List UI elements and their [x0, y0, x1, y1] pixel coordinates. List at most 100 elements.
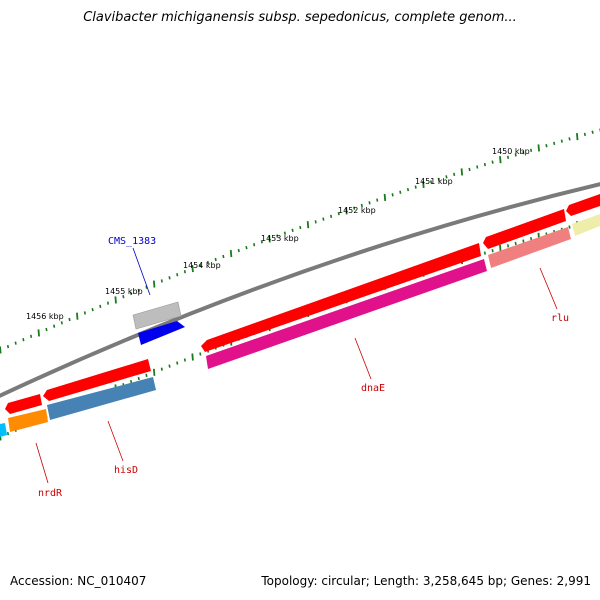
- outer-tick-21: [160, 279, 163, 283]
- outer-tick-22: [168, 276, 171, 280]
- outer-tick-20: [152, 280, 156, 288]
- outer-tick-67: [514, 153, 517, 157]
- feature-dnaE[interactable]: [206, 259, 487, 369]
- feature-blue[interactable]: [138, 321, 185, 345]
- outer-tick-51: [391, 193, 394, 197]
- tick-label-1453: 1453 kbp: [261, 234, 299, 243]
- outer-tick-13: [99, 304, 102, 309]
- outer-tick-74: [568, 137, 571, 141]
- outer-tick-19: [145, 285, 148, 289]
- outer-tick-72: [553, 141, 556, 146]
- outer-tick-58: [445, 175, 448, 179]
- inner-tick-1: [6, 431, 10, 436]
- inner-tick-18: [137, 376, 140, 381]
- feature-hisD-top[interactable]: [43, 359, 151, 401]
- feature-rlu[interactable]: [488, 227, 571, 268]
- outer-tick-37: [283, 231, 286, 235]
- accession-text: Accession: NC_010407: [10, 574, 147, 588]
- outer-tick-62: [476, 165, 479, 169]
- inner-tick-25: [191, 353, 194, 361]
- outer-tick-63: [483, 162, 486, 167]
- inner-tick-23: [176, 361, 179, 365]
- outer-tick-70: [537, 144, 540, 152]
- gene-label-nrdR[interactable]: nrdR: [38, 488, 63, 499]
- feature-yellow[interactable]: [572, 214, 600, 236]
- feature-nrdR[interactable]: [8, 409, 48, 432]
- outer-tick-9: [68, 317, 71, 322]
- outer-tick-64: [491, 160, 494, 164]
- gene-label-rlu[interactable]: rlu: [551, 313, 569, 324]
- outer-tick-52: [399, 190, 402, 194]
- outer-tick-56: [429, 180, 433, 184]
- gene-label-hisD[interactable]: hisD: [114, 465, 138, 476]
- tick-label-1455: 1455 kbp: [105, 287, 143, 296]
- outer-tick-48: [368, 201, 371, 205]
- outer-tick-54: [414, 185, 417, 189]
- feature-nrdR-top[interactable]: [5, 394, 42, 414]
- feature-rlu-top[interactable]: [483, 209, 566, 249]
- outer-tick-57: [437, 177, 440, 182]
- outer-tick-16: [122, 295, 125, 299]
- inner-tick-74: [568, 225, 571, 229]
- outer-tick-10: [76, 312, 79, 320]
- outer-tick-5: [37, 329, 40, 337]
- outer-tick-26: [199, 263, 202, 268]
- feature-pseudo-grey[interactable]: [132, 301, 182, 330]
- map-title: Clavibacter michiganensis subsp. sepedon…: [83, 10, 517, 25]
- inner-tick-65: [499, 244, 502, 252]
- gene-label-CMS_1383[interactable]: CMS_1383: [108, 236, 156, 247]
- outer-tick-33: [253, 243, 256, 247]
- outer-tick-71: [545, 144, 548, 148]
- outer-tick-12: [91, 307, 94, 312]
- outer-tick-69: [529, 148, 533, 152]
- outer-tick-41: [314, 220, 317, 224]
- outer-tick-28: [214, 257, 217, 262]
- outer-tick-43: [329, 214, 333, 219]
- feature-cds-right-top[interactable]: [566, 194, 600, 216]
- tick-label-1454: 1454 kbp: [183, 261, 221, 270]
- tick-label-1450: 1450 kbp: [492, 147, 530, 156]
- inner-tick-24: [183, 358, 186, 362]
- inner-tick-67: [514, 241, 517, 246]
- outer-tick-7: [53, 324, 56, 328]
- outer-tick-77: [591, 130, 594, 134]
- genome-backbone: [0, 182, 600, 398]
- feature-dnaE-top[interactable]: [201, 243, 481, 352]
- leader-rlu: [539, 267, 558, 310]
- outer-tick-32: [245, 245, 248, 250]
- outer-tick-76: [583, 132, 586, 137]
- leader-hisD: [107, 420, 124, 462]
- inner-tick-20: [152, 368, 156, 376]
- outer-tick-23: [176, 273, 179, 277]
- inner-tick-69: [529, 237, 533, 241]
- outer-tick-47: [360, 203, 363, 208]
- outer-tick-44: [337, 211, 340, 216]
- outer-tick-59: [453, 172, 456, 177]
- leader-nrdR: [35, 442, 49, 484]
- gene-label-dnaE[interactable]: dnaE: [361, 383, 385, 394]
- outer-tick-61: [468, 167, 471, 172]
- feature-hisD[interactable]: [47, 377, 156, 420]
- inner-tick-19: [145, 373, 148, 378]
- inner-tick-64: [491, 249, 494, 253]
- outer-tick-75: [576, 133, 579, 141]
- outer-tick-11: [83, 311, 86, 315]
- inner-tick-63: [483, 251, 486, 255]
- outer-tick-55: [422, 180, 425, 189]
- leader-dnaE: [354, 337, 372, 380]
- outer-tick-34: [260, 240, 263, 244]
- outer-tick-73: [560, 139, 563, 143]
- outer-tick-3: [22, 338, 25, 342]
- inner-tick-26: [199, 352, 202, 356]
- feature-cyan[interactable]: [0, 423, 7, 437]
- tick-label-1451: 1451 kbp: [415, 177, 453, 186]
- outer-tick-35: [268, 235, 271, 243]
- outer-tick-4: [29, 334, 33, 338]
- outer-tick-14: [106, 301, 110, 305]
- outer-tick-36: [276, 234, 279, 238]
- outer-tick-65: [499, 156, 502, 164]
- outer-tick-40: [306, 221, 310, 229]
- outer-tick-0: [0, 346, 2, 354]
- inner-tick-66: [506, 244, 510, 248]
- outer-tick-38: [291, 228, 294, 232]
